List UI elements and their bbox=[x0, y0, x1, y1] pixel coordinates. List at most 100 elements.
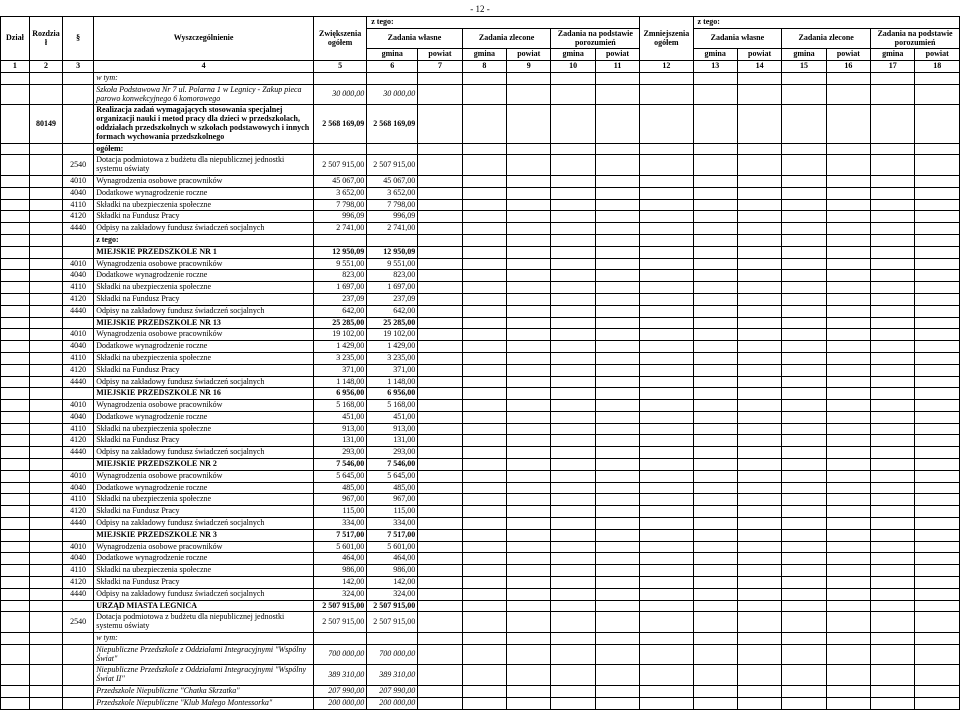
cell-wlasne-gmina bbox=[367, 72, 418, 84]
cell-empty bbox=[737, 633, 781, 645]
cell-par: 2540 bbox=[63, 612, 94, 633]
cell-dzial bbox=[1, 341, 30, 353]
cell-wlasne-gmina: 1 697,00 bbox=[367, 282, 418, 294]
cell-zwiekszenia: 2 568 169,09 bbox=[313, 105, 366, 143]
cell-empty bbox=[737, 435, 781, 447]
cell-desc: URZĄD MIASTA LEGNICA bbox=[94, 600, 314, 612]
cell-empty bbox=[595, 258, 639, 270]
cell-empty bbox=[826, 246, 870, 258]
cell-empty bbox=[826, 270, 870, 282]
cell-zwiekszenia: 3 652,00 bbox=[313, 187, 366, 199]
cell-zwiekszenia: 293,00 bbox=[313, 447, 366, 459]
cell-empty bbox=[782, 258, 826, 270]
cell-empty bbox=[826, 364, 870, 376]
cell-empty bbox=[462, 470, 506, 482]
cell-empty bbox=[782, 633, 826, 645]
cell-empty bbox=[826, 223, 870, 235]
cell-desc: Dotacja podmiotowa z budżetu dla niepubl… bbox=[94, 155, 314, 176]
cell-dzial bbox=[1, 388, 30, 400]
cell-empty bbox=[551, 388, 595, 400]
cell-rozdzial bbox=[29, 633, 62, 645]
cell-empty bbox=[595, 388, 639, 400]
cell-empty bbox=[737, 199, 781, 211]
cell-empty bbox=[551, 246, 595, 258]
cell-empty bbox=[871, 577, 915, 589]
cell-empty bbox=[551, 423, 595, 435]
hdr-ztego1: z tego: bbox=[367, 17, 640, 29]
cell-empty bbox=[507, 258, 551, 270]
hdr-porozumien1: Zadania na podstawie porozumień bbox=[551, 28, 640, 49]
cell-empty bbox=[418, 506, 462, 518]
colnum: 1 bbox=[1, 61, 30, 73]
table-row: 4040Dodatkowe wynagrodzenie roczne485,00… bbox=[1, 482, 960, 494]
cell-zwiekszenia bbox=[313, 234, 366, 246]
cell-desc: Składki na Fundusz Pracy bbox=[94, 211, 314, 223]
cell-empty bbox=[418, 665, 462, 686]
cell-empty bbox=[418, 577, 462, 589]
cell-empty bbox=[871, 211, 915, 223]
cell-empty bbox=[462, 686, 506, 698]
cell-empty bbox=[693, 400, 737, 412]
cell-par: 4040 bbox=[63, 411, 94, 423]
cell-empty bbox=[595, 400, 639, 412]
cell-wlasne-gmina bbox=[367, 633, 418, 645]
cell-empty bbox=[915, 246, 960, 258]
cell-zmniejszenia bbox=[640, 234, 693, 246]
cell-empty bbox=[595, 234, 639, 246]
cell-empty bbox=[551, 529, 595, 541]
cell-rozdzial bbox=[29, 423, 62, 435]
cell-empty bbox=[693, 494, 737, 506]
cell-empty bbox=[595, 553, 639, 565]
cell-zwiekszenia: 967,00 bbox=[313, 494, 366, 506]
cell-empty bbox=[693, 199, 737, 211]
cell-empty bbox=[551, 199, 595, 211]
cell-empty bbox=[551, 155, 595, 176]
cell-desc: Składki na ubezpieczenia społeczne bbox=[94, 423, 314, 435]
cell-desc: Składki na Fundusz Pracy bbox=[94, 364, 314, 376]
cell-zmniejszenia bbox=[640, 72, 693, 84]
cell-zmniejszenia bbox=[640, 665, 693, 686]
cell-empty bbox=[418, 155, 462, 176]
cell-par bbox=[63, 234, 94, 246]
cell-zmniejszenia bbox=[640, 211, 693, 223]
cell-empty bbox=[782, 305, 826, 317]
cell-zmniejszenia bbox=[640, 246, 693, 258]
cell-empty bbox=[826, 612, 870, 633]
cell-empty bbox=[418, 633, 462, 645]
cell-dzial bbox=[1, 665, 30, 686]
colnum: 17 bbox=[871, 61, 915, 73]
table-row: Przedszkole Niepubliczne "Chatka Skrzatk… bbox=[1, 686, 960, 698]
cell-zwiekszenia: 45 067,00 bbox=[313, 175, 366, 187]
cell-rozdzial bbox=[29, 305, 62, 317]
cell-empty bbox=[462, 400, 506, 412]
cell-zmniejszenia bbox=[640, 258, 693, 270]
cell-empty bbox=[595, 376, 639, 388]
cell-empty bbox=[462, 447, 506, 459]
cell-empty bbox=[551, 633, 595, 645]
cell-empty bbox=[871, 270, 915, 282]
cell-zmniejszenia bbox=[640, 143, 693, 155]
cell-rozdzial bbox=[29, 155, 62, 176]
cell-empty bbox=[418, 364, 462, 376]
cell-desc: Dodatkowe wynagrodzenie roczne bbox=[94, 187, 314, 199]
cell-dzial bbox=[1, 211, 30, 223]
cell-wlasne-gmina: 389 310,00 bbox=[367, 665, 418, 686]
cell-empty bbox=[551, 282, 595, 294]
cell-empty bbox=[915, 423, 960, 435]
cell-empty bbox=[595, 459, 639, 471]
cell-zmniejszenia bbox=[640, 293, 693, 305]
cell-empty bbox=[737, 665, 781, 686]
cell-empty bbox=[915, 400, 960, 412]
cell-empty bbox=[693, 612, 737, 633]
cell-empty bbox=[693, 600, 737, 612]
cell-empty bbox=[418, 72, 462, 84]
cell-empty bbox=[737, 506, 781, 518]
cell-par bbox=[63, 633, 94, 645]
cell-empty bbox=[418, 305, 462, 317]
cell-empty bbox=[782, 400, 826, 412]
table-row: 4120Składki na Fundusz Pracy237,09237,09 bbox=[1, 293, 960, 305]
cell-empty bbox=[418, 459, 462, 471]
cell-empty bbox=[915, 494, 960, 506]
cell-empty bbox=[507, 459, 551, 471]
hdr-par: § bbox=[63, 17, 94, 61]
